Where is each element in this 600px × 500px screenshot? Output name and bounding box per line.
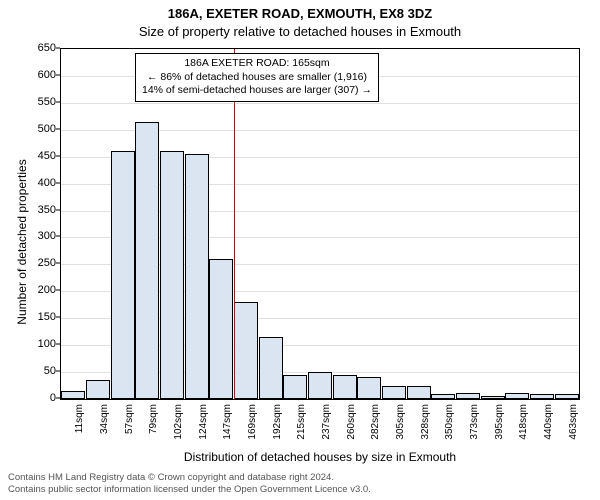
histogram-bar — [505, 393, 529, 399]
x-tick-label: 169sqm — [247, 404, 258, 448]
histogram-bar — [111, 151, 135, 399]
x-tick-label: 440sqm — [543, 404, 554, 448]
y-tick-label: 100 — [30, 338, 56, 350]
y-tick-label: 600 — [30, 69, 56, 81]
histogram-bar — [61, 391, 85, 399]
y-tick-mark — [56, 317, 60, 318]
chart-root: { "title_line1": "186A, EXETER ROAD, EXM… — [0, 0, 600, 500]
y-tick-label: 250 — [30, 257, 56, 269]
y-tick-mark — [56, 209, 60, 210]
x-axis-label: Distribution of detached houses by size … — [60, 450, 580, 464]
x-tick-label: 463sqm — [568, 404, 579, 448]
histogram-bar — [135, 122, 159, 399]
x-tick-label: 192sqm — [272, 404, 283, 448]
x-tick-label: 395sqm — [494, 404, 505, 448]
y-tick-mark — [56, 74, 60, 75]
y-tick-label: 350 — [30, 204, 56, 216]
footer-line1: Contains HM Land Registry data © Crown c… — [8, 472, 592, 484]
gridline — [61, 103, 579, 104]
histogram-bar — [555, 394, 579, 399]
histogram-bar — [259, 337, 283, 399]
x-tick-label: 147sqm — [222, 404, 233, 448]
histogram-bar — [357, 377, 381, 399]
x-tick-label: 215sqm — [296, 404, 307, 448]
histogram-bar — [431, 394, 455, 399]
chart-subtitle: Size of property relative to detached ho… — [0, 24, 600, 39]
histogram-bar — [160, 151, 184, 399]
y-tick-label: 0 — [30, 392, 56, 404]
histogram-bar — [333, 375, 357, 399]
x-tick-label: 79sqm — [148, 404, 159, 448]
plot-area: 186A EXETER ROAD: 165sqm ← 86% of detach… — [60, 48, 580, 400]
histogram-bar — [86, 380, 110, 399]
y-tick-label: 150 — [30, 311, 56, 323]
y-tick-mark — [56, 48, 60, 49]
x-tick-label: 34sqm — [99, 404, 110, 448]
y-axis-label: Number of detached properties — [15, 92, 29, 392]
histogram-bar — [209, 259, 233, 399]
y-tick-label: 500 — [30, 123, 56, 135]
y-tick-mark — [56, 182, 60, 183]
x-tick-label: 102sqm — [173, 404, 184, 448]
histogram-bar — [283, 375, 307, 399]
y-tick-label: 400 — [30, 177, 56, 189]
x-tick-label: 237sqm — [321, 404, 332, 448]
x-tick-label: 373sqm — [469, 404, 480, 448]
histogram-bar — [456, 393, 480, 399]
histogram-bar — [185, 154, 209, 399]
x-tick-label: 350sqm — [444, 404, 455, 448]
x-tick-label: 260sqm — [346, 404, 357, 448]
y-tick-mark — [56, 398, 60, 399]
x-tick-label: 124sqm — [198, 404, 209, 448]
x-tick-label: 328sqm — [420, 404, 431, 448]
annotation-line3: 14% of semi-detached houses are larger (… — [142, 84, 372, 98]
y-tick-mark — [56, 101, 60, 102]
y-tick-mark — [56, 263, 60, 264]
y-tick-mark — [56, 155, 60, 156]
footer-line2: Contains public sector information licen… — [8, 484, 592, 496]
x-tick-label: 282sqm — [370, 404, 381, 448]
x-tick-label: 418sqm — [518, 404, 529, 448]
y-tick-mark — [56, 128, 60, 129]
annotation-box: 186A EXETER ROAD: 165sqm ← 86% of detach… — [135, 53, 379, 102]
x-tick-label: 57sqm — [124, 404, 135, 448]
footer-attribution: Contains HM Land Registry data © Crown c… — [8, 472, 592, 496]
y-tick-label: 550 — [30, 96, 56, 108]
annotation-line1: 186A EXETER ROAD: 165sqm — [142, 57, 372, 71]
x-tick-label: 11sqm — [74, 404, 85, 448]
chart-title-address: 186A, EXETER ROAD, EXMOUTH, EX8 3DZ — [0, 6, 600, 21]
annotation-line2: ← 86% of detached houses are smaller (1,… — [142, 71, 372, 85]
y-tick-mark — [56, 371, 60, 372]
histogram-bar — [407, 386, 431, 399]
y-tick-label: 450 — [30, 150, 56, 162]
y-tick-label: 300 — [30, 230, 56, 242]
histogram-bar — [234, 302, 258, 399]
histogram-bar — [308, 372, 332, 399]
histogram-bar — [382, 386, 406, 399]
y-tick-mark — [56, 290, 60, 291]
y-tick-label: 50 — [30, 365, 56, 377]
y-tick-label: 650 — [30, 42, 56, 54]
histogram-bar — [530, 394, 554, 399]
y-tick-mark — [56, 236, 60, 237]
y-tick-mark — [56, 344, 60, 345]
x-tick-label: 305sqm — [395, 404, 406, 448]
histogram-bar — [481, 396, 505, 399]
y-tick-label: 200 — [30, 284, 56, 296]
